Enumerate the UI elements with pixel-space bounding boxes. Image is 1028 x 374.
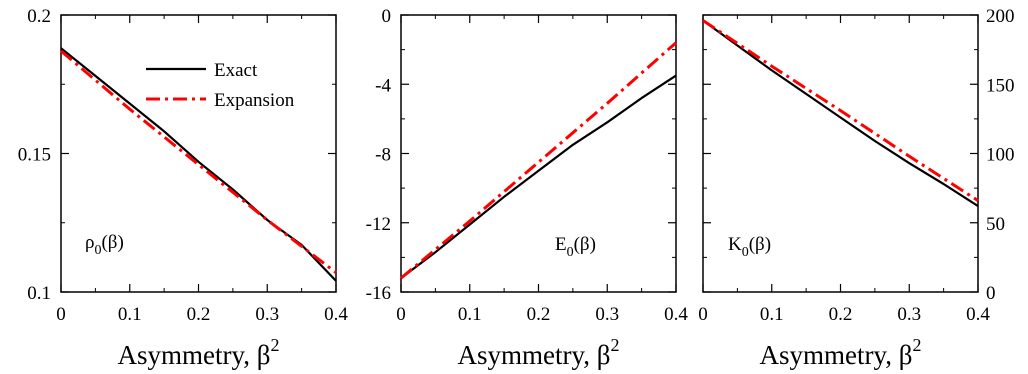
x-tick-label: 0.1 <box>458 304 482 325</box>
y-tick-label: 0.2 <box>27 6 51 27</box>
x-tick-label: 0 <box>396 304 406 325</box>
y-tick-label: 50 <box>986 214 1005 235</box>
annotation-sub: 0 <box>742 245 749 260</box>
x-tick-label: 0 <box>56 304 66 325</box>
y-tick-label: 100 <box>986 145 1015 166</box>
x-axis-label-main: Asymmetry, β <box>118 340 271 370</box>
y-tick-label: 150 <box>986 75 1015 96</box>
x-axis-label-main: Asymmetry, β <box>760 340 913 370</box>
annotation-rest: (β) <box>101 232 123 253</box>
x-axis-label: Asymmetry, β2 <box>760 335 922 370</box>
legend-label-exact: Exact <box>214 60 258 81</box>
x-tick-label: 0.4 <box>324 304 348 325</box>
y-tick-label: -16 <box>366 283 391 304</box>
legend-label-expansion: Expansion <box>214 90 295 111</box>
series-expansion-line <box>60 49 337 274</box>
panel-annotation: ρ0(β) <box>85 232 124 258</box>
series-exact-line <box>400 74 677 279</box>
annotation-main: E <box>555 234 567 255</box>
panel-energy: 0 0.1 0.2 0.3 0.4-16-12-8-40E0(β)Asymmetry, … <box>366 6 689 370</box>
legend: Exact Expansion <box>146 60 295 111</box>
x-tick-label: 0.2 <box>527 304 551 325</box>
y-tick-label: 0.1 <box>27 283 51 304</box>
annotation-sub: 0 <box>94 243 101 258</box>
x-tick-label: 0.2 <box>187 304 211 325</box>
y-tick-label: 0 <box>382 6 392 27</box>
plot-frame <box>400 14 677 293</box>
panel-annotation: K0(β) <box>728 234 771 260</box>
annotation-rest: (β) <box>574 234 596 255</box>
y-tick-label: 0 <box>986 283 996 304</box>
x-tick-label: 0.4 <box>966 304 990 325</box>
x-axis-label-sup: 2 <box>610 335 619 355</box>
x-axis-label-sup: 2 <box>270 335 279 355</box>
y-tick-label: -8 <box>375 145 391 166</box>
x-tick-label: 0.3 <box>595 304 619 325</box>
x-tick-label: 0.1 <box>118 304 142 325</box>
x-tick-label: 0.3 <box>255 304 279 325</box>
panel-rho: 0 0.1 0.2 0.3 0.40.10.150.2ρ0(β)Asymmetry, β… <box>18 6 349 370</box>
annotation-rest: (β) <box>749 234 771 255</box>
y-tick-label: -4 <box>375 75 391 96</box>
panel-annotation: E0(β) <box>555 234 596 260</box>
x-tick-label: 0 <box>698 304 708 325</box>
x-tick-label: 0.3 <box>897 304 921 325</box>
panel-incomp: 0 0.1 0.2 0.3 0.4050100150200K0(β)Asymmetry,… <box>698 6 1014 370</box>
x-axis-label-main: Asymmetry, β <box>458 340 611 370</box>
series-exact-line <box>60 47 337 282</box>
x-axis-label: Asymmetry, β2 <box>458 335 620 370</box>
x-tick-label: 0.2 <box>829 304 853 325</box>
series-exact-line <box>702 19 979 208</box>
y-tick-label: -12 <box>366 214 391 235</box>
x-tick-label: 0.4 <box>664 304 688 325</box>
series-expansion-line <box>702 19 979 202</box>
x-tick-label: 0.1 <box>760 304 784 325</box>
y-tick-label: 200 <box>986 6 1015 27</box>
annotation-sub: 0 <box>567 245 574 260</box>
annotation-main: ρ <box>85 232 94 253</box>
annotation-main: K <box>728 234 742 255</box>
x-axis-label-sup: 2 <box>912 335 921 355</box>
y-tick-label: 0.15 <box>18 145 51 166</box>
x-axis-label: Asymmetry, β2 <box>118 335 280 370</box>
series-expansion-line <box>400 41 677 280</box>
